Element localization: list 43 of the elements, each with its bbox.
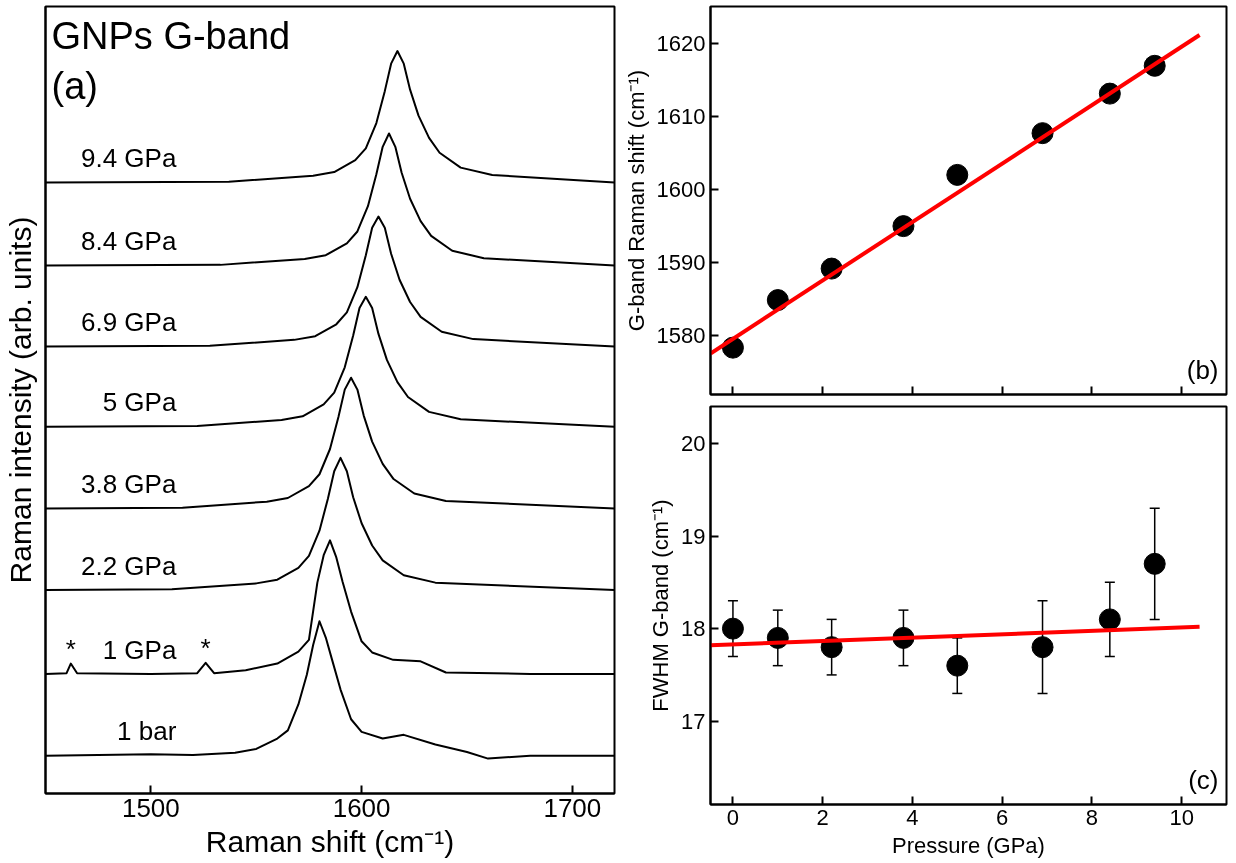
series-label: 2.2 GPa (80, 550, 177, 581)
point (721, 617, 744, 640)
x-tick-label: 0 (726, 804, 740, 830)
y-tick-label: 18 (681, 616, 706, 642)
annotation: (b) (1186, 354, 1219, 385)
chart-title: GNPs G-band (51, 14, 291, 57)
y-tick-label: 20 (681, 431, 706, 457)
annotation: (c) (1188, 764, 1219, 795)
point (1143, 552, 1166, 575)
y-tick-label: 1610 (656, 103, 706, 129)
x-tick-label: 1700 (543, 792, 602, 823)
annotation: * (200, 632, 211, 663)
point (946, 654, 969, 677)
series-label: 8.4 GPa (80, 226, 177, 257)
annotation: (a) (51, 64, 98, 107)
y-axis-title: Raman intensity (arb. units) (3, 216, 37, 584)
y-axis-title: FWHM G-band (cm⁻¹) (648, 499, 674, 712)
y-tick-label: 1600 (656, 177, 706, 203)
point (946, 163, 969, 186)
x-tick-label: 4 (906, 804, 919, 830)
series-label: 5 GPa (102, 387, 177, 418)
x-tick-label: 10 (1169, 804, 1194, 830)
y-tick-label: 1590 (656, 250, 706, 276)
y-tick-label: 1620 (656, 30, 706, 56)
x-tick-label: 6 (996, 804, 1009, 830)
y-axis-title: G-band Raman shift (cm⁻¹) (623, 69, 649, 332)
series-label: 1 GPa (102, 634, 177, 665)
series-label: 6.9 GPa (80, 307, 177, 338)
annotation: * (65, 633, 76, 664)
y-tick-label: 17 (681, 708, 706, 734)
x-tick-label: 8 (1085, 804, 1099, 830)
y-tick-label: 19 (681, 523, 706, 549)
x-axis-title: Pressure (GPa) (892, 832, 1045, 858)
x-axis-title: Raman shift (cm⁻¹) (205, 824, 455, 858)
x-tick-label: 1500 (121, 792, 180, 823)
x-tick-label: 1600 (332, 792, 391, 823)
series-label: 3.8 GPa (80, 468, 177, 499)
x-tick-label: 2 (816, 804, 829, 830)
point (1098, 608, 1121, 631)
point (1031, 636, 1054, 659)
series-label: 1 bar (117, 716, 177, 747)
series-label: 9.4 GPa (80, 143, 177, 174)
y-tick-label: 1580 (656, 323, 706, 349)
